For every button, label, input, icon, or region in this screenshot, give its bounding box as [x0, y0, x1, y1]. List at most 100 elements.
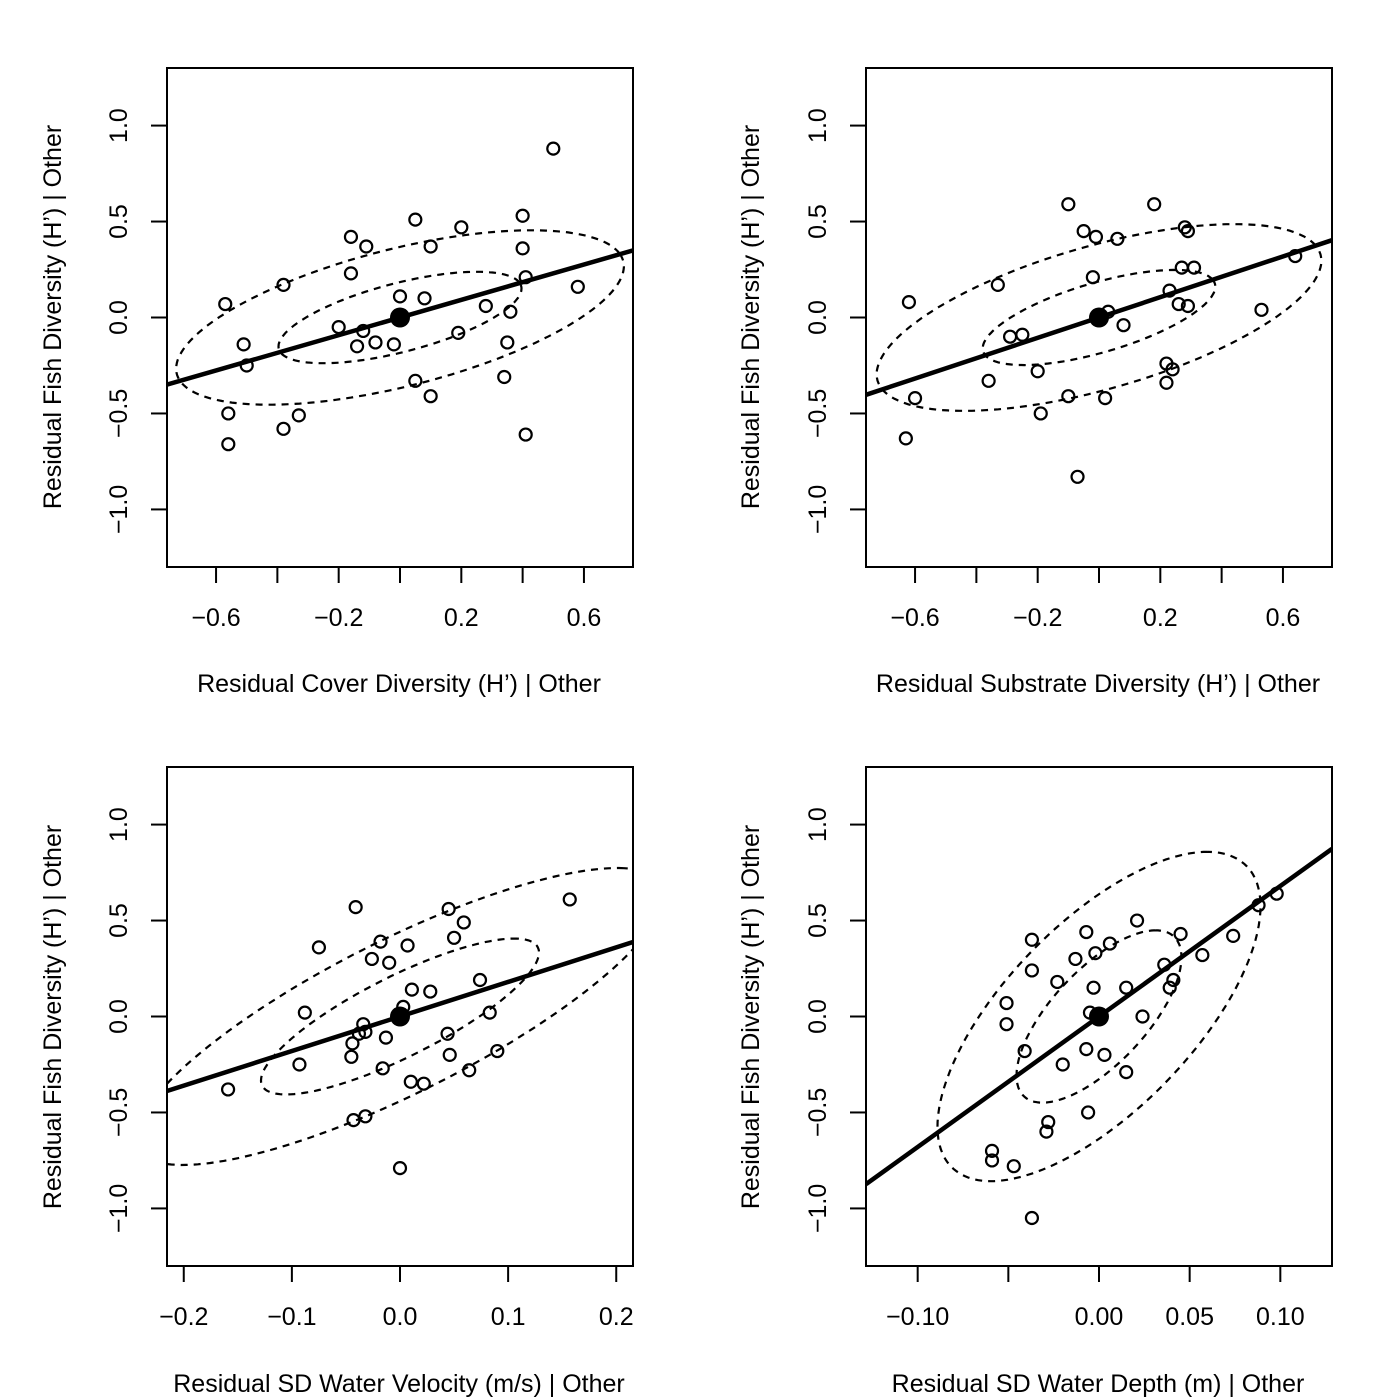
- data-point-26: [1157, 957, 1172, 972]
- data-point-16: [1081, 1105, 1096, 1120]
- data-point-22: [1119, 980, 1134, 995]
- data-point-8: [331, 319, 346, 335]
- data-point-18: [1116, 318, 1131, 333]
- y-tick-label-0: −1.0: [804, 485, 832, 534]
- data-point-0: [220, 1082, 236, 1097]
- plot-area: [167, 141, 633, 452]
- data-point-25: [1174, 260, 1189, 275]
- data-point-7: [1030, 364, 1045, 379]
- data-point-21: [1102, 936, 1117, 951]
- x-tick-label-6: 0.6: [567, 604, 602, 632]
- data-point-9: [356, 1017, 371, 1032]
- data-point-22: [423, 984, 438, 999]
- xlabel: Residual SD Water Depth (m) | Other: [892, 1370, 1305, 1398]
- data-point-30: [1195, 947, 1210, 963]
- data-point-3: [236, 337, 251, 352]
- data-point-31: [1226, 928, 1241, 943]
- x-tick-label-4: 0.10: [1256, 1303, 1305, 1331]
- data-point-2: [898, 431, 913, 446]
- data-point-10: [1061, 389, 1076, 404]
- x-tick-label-2: 0.0: [383, 1303, 418, 1331]
- ylabel: Residual Fish Diversity (H’) | Other: [737, 825, 765, 1209]
- data-point-6: [1024, 932, 1040, 947]
- ylabel: Residual Fish Diversity (H’) | Other: [737, 125, 765, 509]
- data-point-10: [358, 1024, 373, 1039]
- data-point-24: [1171, 296, 1186, 312]
- data-point-28: [515, 208, 530, 223]
- data-point-14: [368, 335, 383, 350]
- data-point-4: [344, 1049, 359, 1064]
- y-tick-label-2: 0.0: [804, 300, 832, 335]
- data-point-19: [403, 1074, 418, 1089]
- data-point-21: [423, 389, 438, 404]
- data-point-1: [221, 406, 236, 421]
- xlabel: Residual SD Water Velocity (m/s) | Other: [173, 1370, 625, 1398]
- data-point-5: [345, 1036, 360, 1051]
- data-point-31: [490, 1043, 505, 1059]
- data-point-30: [1254, 302, 1269, 317]
- x-tick-label-0: −0.6: [191, 604, 240, 632]
- data-point-23: [1165, 362, 1180, 377]
- panel-water-depth: Residual Fish Diversity (H’) | Other Res…: [737, 766, 1333, 1398]
- y-tick-label-0: −1.0: [105, 485, 133, 534]
- data-point-32: [562, 892, 577, 907]
- data-point-23: [440, 1026, 455, 1041]
- data-point-25: [442, 1047, 457, 1062]
- data-point-9: [1061, 197, 1076, 212]
- data-point-29: [472, 972, 488, 988]
- data-point-12: [364, 951, 379, 967]
- data-point-5: [1002, 329, 1018, 344]
- panel-water-velocity: Residual Fish Diversity (H’) | Other Res…: [39, 766, 634, 1398]
- data-point-5: [276, 277, 291, 292]
- y-tick-label-4: 1.0: [105, 108, 133, 143]
- data-point-2: [999, 995, 1014, 1011]
- data-point-10: [343, 266, 359, 281]
- x-tick-label-1: −0.1: [267, 1303, 316, 1331]
- data-point-4: [981, 373, 996, 388]
- data-point-7: [348, 900, 363, 915]
- data-point-31: [518, 427, 533, 442]
- centroid-point: [1089, 1006, 1109, 1027]
- y-tick-label-0: −1.0: [804, 1184, 832, 1233]
- data-point-20: [423, 239, 438, 254]
- ellipse-inner: [277, 270, 523, 365]
- data-point-8: [1033, 406, 1048, 421]
- data-point-9: [343, 229, 359, 244]
- data-point-29: [1173, 926, 1188, 942]
- data-point-20: [404, 982, 419, 997]
- data-point-22: [451, 325, 466, 340]
- y-tick-label-3: 0.5: [804, 903, 832, 938]
- ylabel: Residual Fish Diversity (H’) | Other: [39, 125, 67, 509]
- plot-area: [866, 197, 1332, 484]
- data-point-31: [1288, 248, 1303, 264]
- data-point-23: [454, 220, 469, 235]
- y-tick-label-1: −0.5: [804, 389, 832, 438]
- y-tick-label-0: −1.0: [105, 1184, 133, 1233]
- xlabel: Residual Cover Diversity (H’) | Other: [197, 670, 601, 698]
- data-point-12: [1055, 1057, 1070, 1072]
- data-point-9: [1039, 1124, 1054, 1139]
- data-point-19: [1147, 197, 1162, 212]
- data-point-25: [1135, 1009, 1150, 1024]
- y-tick-label-4: 1.0: [105, 807, 133, 842]
- data-point-15: [1079, 1042, 1094, 1057]
- data-point-19: [417, 291, 432, 306]
- panel-substrate-diversity: Residual Fish Diversity (H’) | Other Res…: [737, 67, 1333, 698]
- data-point-13: [1085, 270, 1100, 285]
- data-point-15: [1098, 391, 1113, 406]
- y-tick-label-2: 0.0: [105, 300, 133, 335]
- data-point-4: [239, 358, 254, 373]
- data-point-14: [1079, 924, 1094, 940]
- data-point-30: [518, 270, 533, 285]
- ylabel: Residual Fish Diversity (H’) | Other: [39, 825, 67, 1209]
- data-point-22: [1162, 283, 1177, 298]
- data-point-26: [1177, 220, 1192, 235]
- x-tick-label-0: −0.10: [886, 1303, 949, 1331]
- data-point-3: [990, 277, 1005, 292]
- data-point-0: [984, 1143, 1000, 1158]
- x-tick-label-4: 0.2: [444, 604, 479, 632]
- centroid-point: [1089, 307, 1109, 328]
- y-tick-label-3: 0.5: [105, 204, 133, 239]
- data-point-29: [515, 241, 530, 256]
- centroid-point: [390, 1006, 410, 1027]
